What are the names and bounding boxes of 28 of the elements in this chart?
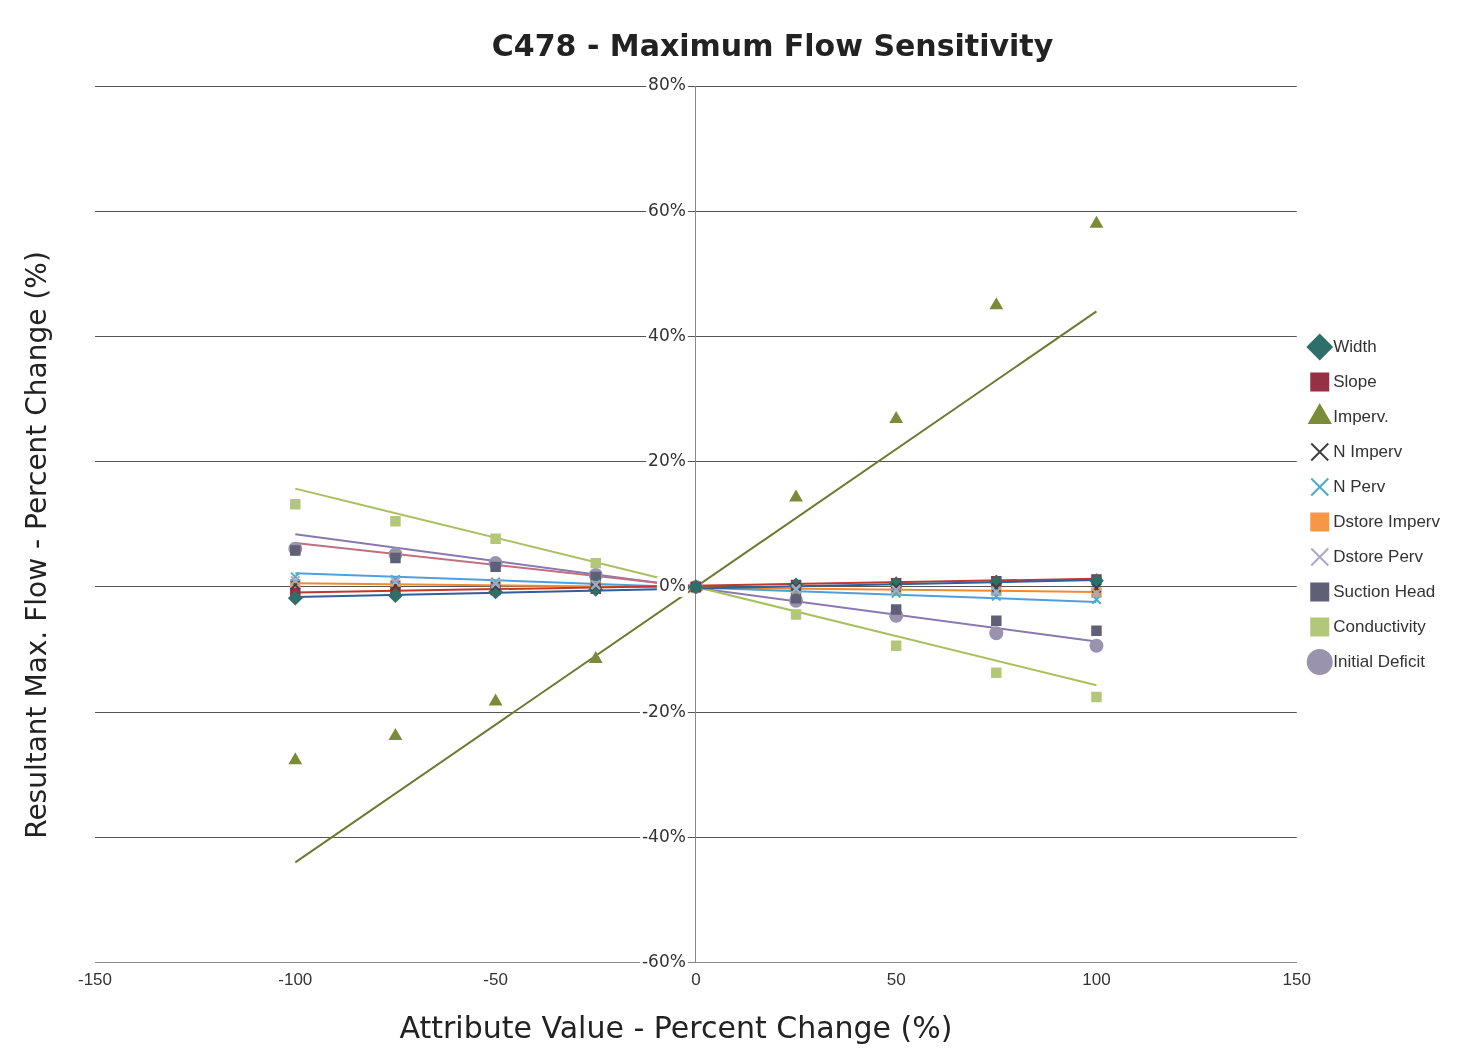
- x-tick-label: -50: [483, 970, 508, 990]
- legend-label: Initial Deficit: [1333, 651, 1426, 671]
- y-tick-label: 80%: [648, 74, 686, 95]
- x-axis-title: Attribute Value - Percent Change (%): [399, 1010, 953, 1045]
- legend-label: Width: [1333, 336, 1377, 356]
- x-tick-label: -150: [77, 970, 113, 990]
- legend-label: Dstore Perv: [1333, 546, 1424, 566]
- y-tick-label: 0%: [658, 575, 686, 596]
- y-tick-label: -40%: [641, 825, 686, 846]
- y-tick-label: 20%: [648, 450, 686, 471]
- x-tick-label: 150: [1282, 970, 1311, 990]
- y-tick-label: 40%: [648, 324, 686, 345]
- legend-label: Dstore Imperv: [1333, 511, 1441, 531]
- legend-label: Slope: [1333, 371, 1377, 391]
- y-tick-label: -60%: [641, 951, 686, 972]
- legend-label: N Imperv: [1333, 441, 1403, 461]
- y-axis-title: Resultant Max. Flow - Percent Change (%): [19, 251, 53, 839]
- y-tick-label: 60%: [648, 199, 686, 220]
- y-tick-label: -20%: [641, 700, 686, 721]
- legend-label: Imperv.: [1333, 406, 1389, 426]
- x-tick-label: -100: [278, 970, 313, 990]
- x-tick-label: 100: [1082, 970, 1111, 990]
- legend-label: Conductivity: [1333, 616, 1427, 636]
- x-tick-label: 0: [691, 970, 701, 990]
- legend-label: N Perv: [1333, 476, 1386, 496]
- x-tick-label: 50: [886, 970, 906, 990]
- legend-label: Suction Head: [1333, 581, 1436, 601]
- chart-title: C478 - Maximum Flow Sensitivity: [491, 27, 1054, 63]
